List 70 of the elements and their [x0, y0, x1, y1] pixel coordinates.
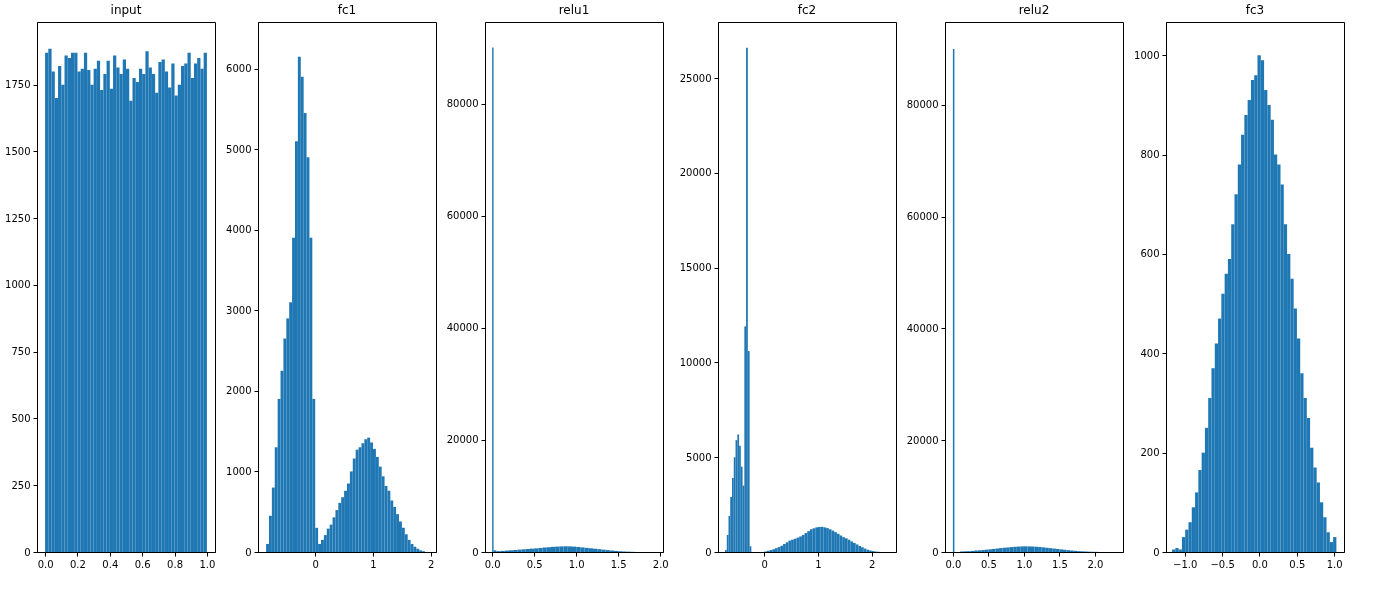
y-tick-label: 750	[11, 346, 31, 358]
x-tick-label: 1	[815, 558, 822, 570]
x-tick-label: 1.5	[610, 558, 627, 570]
x-tick-label: 0.2	[70, 558, 86, 570]
y-tick-label: 80000	[446, 98, 479, 110]
x-tick-label: 0	[761, 558, 768, 570]
y-tick-label: 500	[11, 413, 31, 424]
x-tick-label: −1.0	[1173, 558, 1198, 570]
y-tick-label: 20000	[679, 167, 712, 179]
x-tick-label: 0.6	[134, 558, 151, 570]
chart-title: fc2	[797, 3, 817, 17]
chart-title: fc1	[337, 3, 357, 17]
chart-title: input	[110, 3, 142, 17]
y-tick-label: 600	[1140, 248, 1160, 260]
y-tick-label: 4000	[226, 224, 252, 236]
x-tick-label: 0.5	[1289, 558, 1306, 570]
x-tick-label: 0	[312, 558, 319, 570]
x-tick-label: 0.0	[945, 558, 962, 570]
y-tick-label: 0	[472, 546, 479, 558]
x-tick-label: 1.0	[1326, 558, 1343, 570]
chart-title: relu1	[558, 3, 590, 17]
y-tick-label: 3000	[226, 304, 252, 316]
y-tick-label: 0	[245, 546, 252, 558]
y-tick-label: 10000	[679, 356, 712, 368]
y-tick-label: 1000	[1134, 49, 1160, 61]
y-tick-label: 1000	[5, 279, 31, 291]
y-tick-label: 6000	[226, 63, 252, 75]
x-tick-label: 0.5	[980, 558, 997, 570]
x-tick-label: 0.4	[102, 558, 119, 570]
y-tick-label: 800	[1140, 149, 1160, 161]
y-tick-label: 0	[705, 546, 712, 558]
chart-title: fc3	[1245, 3, 1265, 17]
y-tick-label: 2000	[226, 385, 252, 397]
y-tick-label: 40000	[446, 322, 479, 334]
y-tick-label: 5000	[686, 451, 712, 463]
y-tick-label: 0	[1153, 546, 1160, 558]
x-tick-label: 2	[428, 558, 435, 570]
chart-title: relu2	[1018, 3, 1050, 17]
y-tick-label: 0	[932, 546, 939, 558]
y-tick-label: 60000	[446, 210, 479, 222]
x-tick-label: −0.5	[1210, 558, 1235, 570]
y-tick-label: 200	[1140, 447, 1160, 459]
x-tick-label: 2.0	[652, 558, 669, 570]
x-tick-label: 0.0	[484, 558, 501, 570]
x-tick-label: 2.0	[1087, 558, 1104, 570]
y-tick-label: 250	[11, 479, 31, 491]
y-tick-label: 80000	[906, 99, 939, 111]
y-tick-label: 5000	[226, 143, 252, 155]
x-tick-label: 0.0	[37, 558, 54, 570]
y-tick-label: 40000	[906, 322, 939, 334]
y-tick-label: 1000	[226, 465, 252, 477]
x-tick-label: 0.5	[526, 558, 543, 570]
x-tick-label: 1.5	[1051, 558, 1068, 570]
x-tick-label: 2	[869, 558, 876, 570]
y-tick-label: 1750	[5, 79, 31, 91]
x-tick-label: 0.8	[167, 558, 183, 570]
x-tick-label: 0.0	[1251, 558, 1268, 570]
x-tick-label: 1.0	[199, 558, 216, 570]
y-tick-label: 60000	[906, 211, 939, 223]
y-tick-label: 25000	[679, 72, 712, 84]
x-tick-label: 1.0	[568, 558, 585, 570]
x-tick-label: 1	[370, 558, 377, 570]
y-tick-label: 1500	[5, 146, 31, 157]
y-tick-label: 0	[24, 546, 31, 558]
y-tick-label: 15000	[679, 262, 712, 274]
y-tick-label: 400	[1140, 347, 1160, 359]
y-tick-label: 20000	[446, 434, 479, 446]
y-tick-label: 1250	[5, 212, 31, 224]
x-tick-label: 1.0	[1016, 558, 1033, 570]
y-tick-label: 20000	[906, 434, 939, 446]
